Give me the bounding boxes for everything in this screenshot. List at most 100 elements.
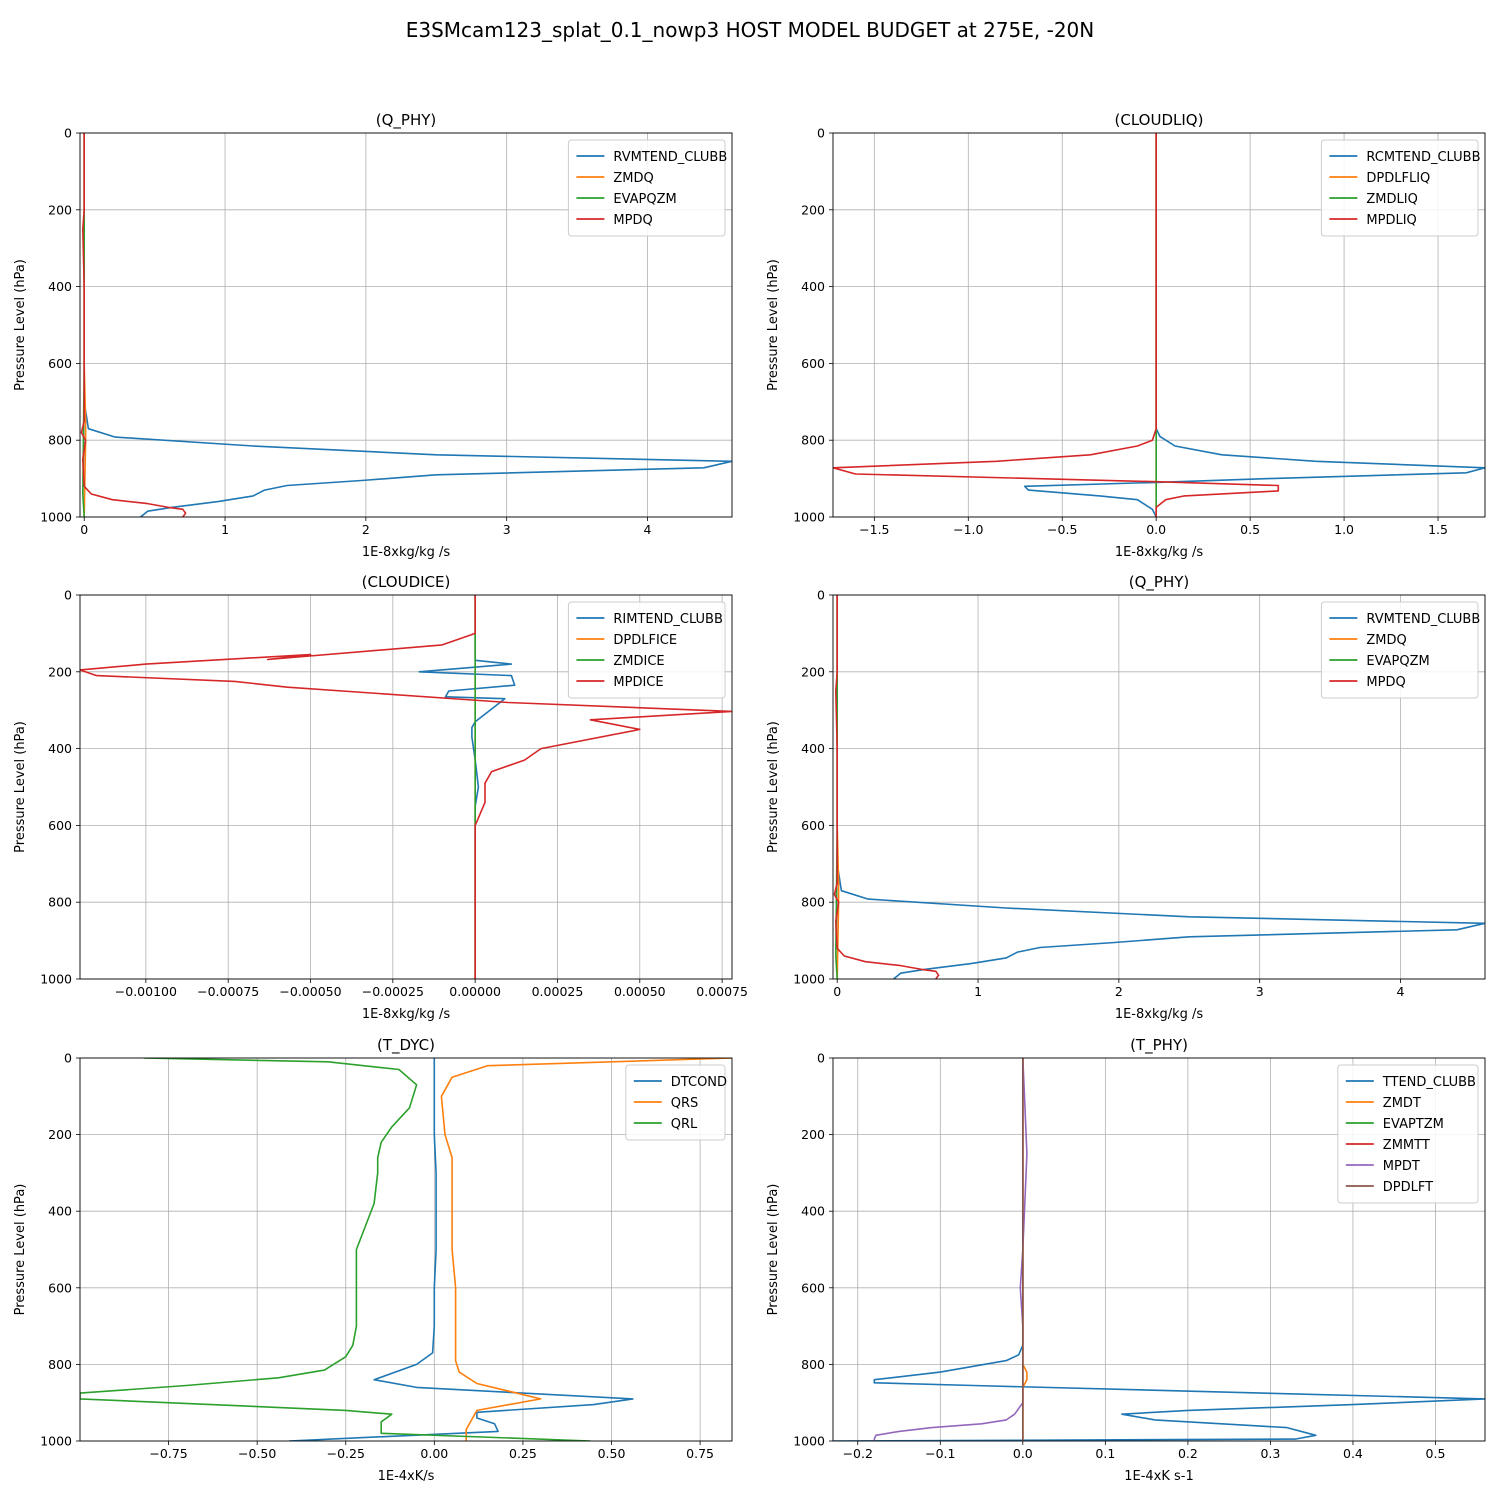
legend-label: QRS: [671, 1096, 699, 1111]
legend-label: MPDICE: [613, 675, 663, 690]
figure-title: E3SMcam123_splat_0.1_nowp3 HOST MODEL BU…: [406, 18, 1095, 42]
panel-title: (T_PHY): [1130, 1036, 1188, 1055]
y-tick-label: 0: [817, 1051, 825, 1066]
legend-label: MPDLIQ: [1366, 213, 1416, 228]
x-axis-label: 1E-8xkg/kg /s: [1115, 1007, 1204, 1022]
series-line-dtcond: [289, 1058, 634, 1441]
legend-label: EVAPQZM: [1366, 654, 1429, 669]
legend-label: RVMTEND_CLUBB: [1366, 612, 1480, 627]
y-tick-label: 0: [64, 588, 72, 603]
x-tick-label: 0.50: [598, 1446, 626, 1461]
x-tick-label: −0.25: [327, 1446, 365, 1461]
series-line-mpdt: [873, 1058, 1028, 1441]
legend-box: [567, 139, 726, 237]
y-tick-label: 800: [801, 433, 825, 448]
series-line-rimtend_clubb: [418, 595, 516, 979]
legend-label: QRL: [671, 1117, 698, 1132]
y-tick-label: 400: [801, 279, 825, 294]
legend-label: ZMMTT: [1383, 1138, 1430, 1153]
y-tick-label: 600: [801, 356, 825, 371]
y-tick-label: 200: [801, 664, 825, 679]
series-line-mpdq: [833, 595, 940, 979]
panel-4: 0 1 2 3 4 0 200 400 600 800 1000 (Q_PHY) 1E-8xkg/kg …: [766, 573, 1486, 1022]
x-tick-label: 0.0: [1013, 1446, 1033, 1461]
legend-label: ZMDQ: [1366, 633, 1406, 648]
legend: DTCOND QRS QRL: [625, 1064, 727, 1141]
y-tick-label: 0: [64, 1051, 72, 1066]
legend-box: [1337, 1064, 1479, 1204]
series-line-mpdliq: [833, 133, 1280, 517]
y-tick-label: 600: [48, 1280, 72, 1295]
y-tick-label: 400: [801, 1204, 825, 1219]
legend-label: ZMDT: [1383, 1096, 1421, 1111]
legend-label: MPDT: [1383, 1159, 1420, 1174]
x-tick-label: 0.00050: [614, 984, 666, 999]
legend-label: DPDLFT: [1383, 1180, 1433, 1195]
x-tick-label: 0: [833, 984, 841, 999]
legend-label: DTCOND: [671, 1075, 727, 1090]
y-axis-label: Pressure Level (hPa): [766, 259, 781, 391]
x-tick-label: 0.0: [1146, 522, 1166, 537]
y-axis-label: Pressure Level (hPa): [766, 1184, 781, 1316]
y-tick-label: 600: [48, 818, 72, 833]
y-tick-label: 0: [817, 126, 825, 141]
legend-label: ZMDLIQ: [1366, 192, 1417, 207]
x-tick-label: −0.00050: [279, 984, 341, 999]
y-tick-label: 400: [801, 741, 825, 756]
x-axis-label: 1E-8xkg/kg /s: [362, 545, 451, 560]
legend-label: MPDQ: [613, 213, 652, 228]
plot-frame: [832, 594, 1486, 980]
x-axis-label: 1E-4xK/s: [378, 1469, 435, 1484]
y-tick-label: 800: [801, 1357, 825, 1372]
x-tick-label: 0.4: [1343, 1446, 1363, 1461]
series-group: [80, 595, 732, 979]
legend-box: [625, 1064, 726, 1141]
series-group: [80, 1058, 732, 1441]
series-line-qrs: [440, 1058, 732, 1441]
panel-title: (Q_PHY): [376, 111, 437, 130]
y-tick-label: 1000: [40, 1434, 72, 1449]
series-line-mpdice: [80, 595, 732, 979]
series-group: [833, 595, 1485, 979]
plot-frame: [79, 594, 733, 980]
y-tick-label: 1000: [40, 972, 72, 987]
x-tick-label: −0.00075: [197, 984, 259, 999]
legend: RVMTEND_CLUBB ZMDQ EVAPQZM MPDQ: [1320, 601, 1480, 699]
legend: RCMTEND_CLUBB DPDLFLIQ ZMDLIQ MPDLIQ: [1320, 139, 1480, 237]
series-group: [80, 133, 732, 517]
legend-box: [1320, 601, 1479, 699]
y-axis-label: Pressure Level (hPa): [13, 259, 28, 391]
legend-label: RIMTEND_CLUBB: [613, 612, 723, 627]
x-tick-label: 2: [362, 522, 370, 537]
x-tick-label: 0.5: [1240, 522, 1260, 537]
panel-1: 0 1 2 3 4 0 200 400 600 800 1000 (Q_PHY) 1E-8xkg/kg …: [13, 111, 733, 560]
x-tick-label: 2: [1115, 984, 1123, 999]
x-tick-label: 4: [1397, 984, 1405, 999]
x-tick-label: 0.00000: [449, 984, 501, 999]
plot-frame: [832, 132, 1486, 518]
legend-label: DPDLFICE: [613, 633, 677, 648]
x-tick-label: −0.5: [1047, 522, 1077, 537]
x-tick-label: 1.5: [1428, 522, 1448, 537]
legend-box: [567, 601, 726, 699]
plot-frame: [832, 1057, 1486, 1442]
x-tick-label: 0.00075: [696, 984, 748, 999]
x-tick-label: −0.50: [238, 1446, 276, 1461]
x-tick-label: 1: [221, 522, 229, 537]
y-axis-label: Pressure Level (hPa): [766, 721, 781, 853]
legend-label: RVMTEND_CLUBB: [613, 150, 727, 165]
y-tick-label: 1000: [40, 510, 72, 525]
x-tick-label: 0.5: [1426, 1446, 1446, 1461]
x-tick-label: 3: [503, 522, 511, 537]
y-tick-label: 0: [817, 588, 825, 603]
x-tick-label: 4: [644, 522, 652, 537]
series-line-mpdq: [80, 133, 187, 517]
x-tick-label: 0: [80, 522, 88, 537]
x-tick-label: 0.00: [420, 1446, 448, 1461]
x-tick-label: 1: [974, 984, 982, 999]
series-group: [833, 133, 1485, 517]
legend-label: EVAPQZM: [613, 192, 676, 207]
x-axis-label: 1E-4xK s-1: [1124, 1469, 1194, 1484]
panel-title: (CLOUDLIQ): [1115, 111, 1204, 129]
panel-title: (Q_PHY): [1129, 573, 1190, 592]
